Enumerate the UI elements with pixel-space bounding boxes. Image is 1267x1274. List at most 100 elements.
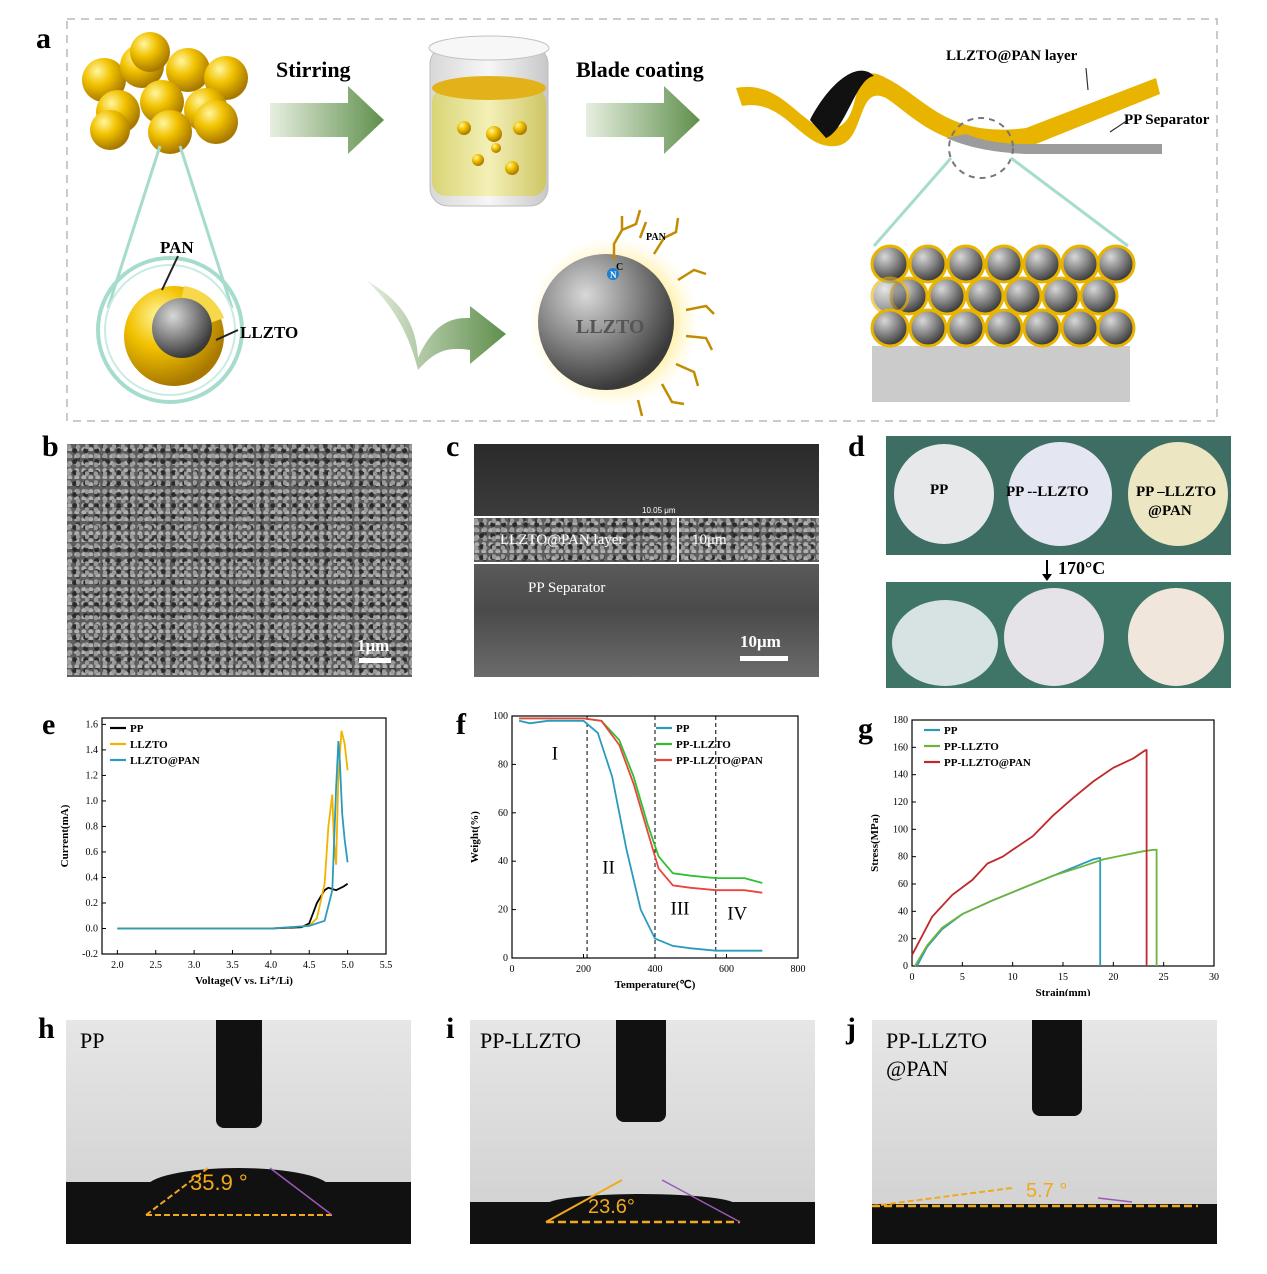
scale-bar-label-c: 10μm	[740, 632, 781, 651]
panel-label-d: d	[848, 430, 865, 463]
y-tick-label-g: 100	[893, 824, 908, 835]
contact-angle-image-j: PP-LLZTO @PAN 5.7 °	[872, 1020, 1217, 1244]
y-tick-label-e: 1.2	[86, 770, 99, 781]
coated-separator-ribbon	[736, 67, 1162, 154]
contact-angle-image-i: PP-LLZTO 23.6°	[470, 1020, 815, 1244]
series-line-g-2	[911, 749, 1148, 966]
core-llzto-label: LLZTO	[576, 316, 645, 338]
pp-separator-label: PP Separator	[1124, 112, 1210, 128]
llzto-pan-layer-label: LLZTO@PAN layer	[946, 48, 1078, 64]
panel-label-e: e	[42, 708, 56, 741]
pan-chain-label: PAN	[646, 232, 666, 243]
y-tick-label-e: 0.8	[86, 821, 99, 832]
disk-label-pp-llzto-pan-2: @PAN	[1148, 503, 1192, 519]
stirring-label: Stirring	[276, 57, 351, 82]
measure-label: 10.05 μm	[642, 506, 676, 515]
x-tick-label-e: 3.0	[188, 960, 201, 971]
blade-coating-label: Blade coating	[576, 57, 704, 82]
chart-f-tga: 0 200 400 600 800 0 20 40 60 80 100 Temperature(℃) W…	[469, 711, 806, 991]
x-tick-label-g: 15	[1058, 972, 1068, 983]
region-label: III	[671, 898, 690, 919]
x-tick-label-e: 3.5	[226, 960, 239, 971]
y-tick-label-g: 0	[903, 961, 908, 972]
chart-g-stress-strain: 0 5 10 15 20 25 30 0 20 40 60 80 100 120 140 160 180 Stra…	[869, 715, 1219, 996]
y-axis-label-f: Weight(%)	[469, 811, 481, 863]
y-tick-label-f: 40	[498, 856, 508, 867]
disk-label-pp-llzto-pan-1: PP –LLZTO	[1136, 484, 1217, 500]
panel-label-i: i	[446, 1012, 455, 1045]
photo-before-heating: PP PP --LLZTO PP –LLZTO @PAN	[886, 436, 1231, 555]
llzto-pan-particle	[528, 209, 715, 417]
x-tick-label-f: 400	[648, 964, 663, 975]
disk-label-pp-llzto: PP --LLZTO	[1006, 484, 1089, 500]
title-h: PP	[80, 1028, 105, 1053]
panel-label-a: a	[36, 22, 51, 55]
plot-frame-e	[101, 717, 387, 955]
x-tick-label-e: 2.0	[111, 960, 124, 971]
y-axis-label-e: Current(mA)	[59, 804, 71, 867]
x-tick-label-e: 5.0	[341, 960, 354, 971]
legend-label-g: PP	[944, 725, 958, 737]
series-line-e-2	[117, 740, 349, 930]
y-tick-label-g: 120	[893, 797, 908, 808]
beaker	[428, 35, 550, 207]
sem-image-c: 10.05 μm LLZTO@PAN layer 10μm PP Separat…	[474, 444, 819, 677]
heating-arrow	[1046, 560, 1048, 578]
x-tick-label-f: 200	[576, 964, 591, 975]
panel-label-j: j	[846, 1012, 856, 1045]
x-tick-label-g: 20	[1108, 972, 1118, 983]
legend-label-e: PP	[130, 723, 144, 735]
legend-label-g: PP-LLZTO@PAN	[944, 757, 1031, 769]
x-tick-label-g: 30	[1209, 972, 1219, 983]
disk-label-pp: PP	[930, 482, 949, 498]
title-j-line1: PP-LLZTO	[886, 1028, 988, 1053]
x-axis-label-f: Temperature(℃)	[615, 979, 696, 991]
region-label: IV	[727, 903, 747, 924]
x-tick-label-f: 800	[791, 964, 806, 975]
y-tick-label-g: 20	[898, 934, 908, 945]
y-tick-label-g: 160	[893, 742, 908, 753]
y-tick-label-g: 140	[893, 770, 908, 781]
panel-label-b: b	[42, 430, 59, 463]
x-tick-label-e: 5.5	[380, 960, 393, 971]
angle-j: 5.7 °	[1026, 1180, 1068, 1202]
y-axis-label-g: Stress(MPa)	[869, 814, 881, 872]
x-tick-label-e: 4.5	[303, 960, 316, 971]
x-tick-label-g: 0	[910, 972, 915, 983]
scale-bar-label-b: 1μm	[357, 636, 390, 655]
legend-label-e: LLZTO	[130, 739, 168, 751]
contact-angle-image-h: PP 35.9 °	[66, 1020, 411, 1244]
atom-n-label: N	[610, 270, 617, 280]
gold-sphere-cluster	[82, 32, 248, 154]
schematic-panel-a	[66, 18, 1218, 422]
y-tick-label-g: 60	[898, 879, 908, 890]
y-tick-label-g: 80	[898, 852, 908, 863]
separator-label-c: PP Separator	[528, 580, 606, 596]
series-line-g-1	[914, 848, 1158, 967]
y-tick-label-f: 100	[493, 711, 508, 722]
y-tick-label-e: -0.2	[82, 949, 98, 960]
y-tick-label-e: 1.6	[86, 719, 99, 730]
layer-label-c: LLZTO@PAN layer	[500, 532, 624, 548]
y-tick-label-e: 0.2	[86, 898, 99, 909]
llzto-label: LLZTO	[240, 323, 299, 342]
photo-after-heating	[886, 582, 1231, 688]
legend-label-g: PP-LLZTO	[944, 741, 999, 753]
angle-h: 35.9 °	[190, 1170, 248, 1195]
legend-label-e: LLZTO@PAN	[130, 755, 200, 767]
y-tick-label-e: 1.0	[86, 796, 99, 807]
chart-e-lsv: 2.0 2.5 3.0 3.5 4.0 4.5 5.0 5.5 -0.2 0.0 0.2 0.4 0.6…	[59, 717, 393, 987]
y-tick-label-f: 80	[498, 759, 508, 770]
x-axis-label-e: Voltage(V vs. Li⁺/Li)	[195, 975, 293, 987]
y-tick-label-e: 0.6	[86, 847, 99, 858]
series-line-f-0	[518, 719, 763, 952]
x-tick-label-g: 5	[960, 972, 965, 983]
pan-label: PAN	[160, 238, 194, 257]
x-tick-label-g: 10	[1008, 972, 1018, 983]
region-label: II	[602, 857, 615, 878]
y-tick-label-e: 1.4	[86, 745, 99, 756]
thickness-label: 10μm	[692, 532, 727, 548]
title-j-line2: @PAN	[886, 1056, 949, 1081]
scale-bar-b	[359, 658, 391, 663]
x-tick-label-f: 600	[719, 964, 734, 975]
